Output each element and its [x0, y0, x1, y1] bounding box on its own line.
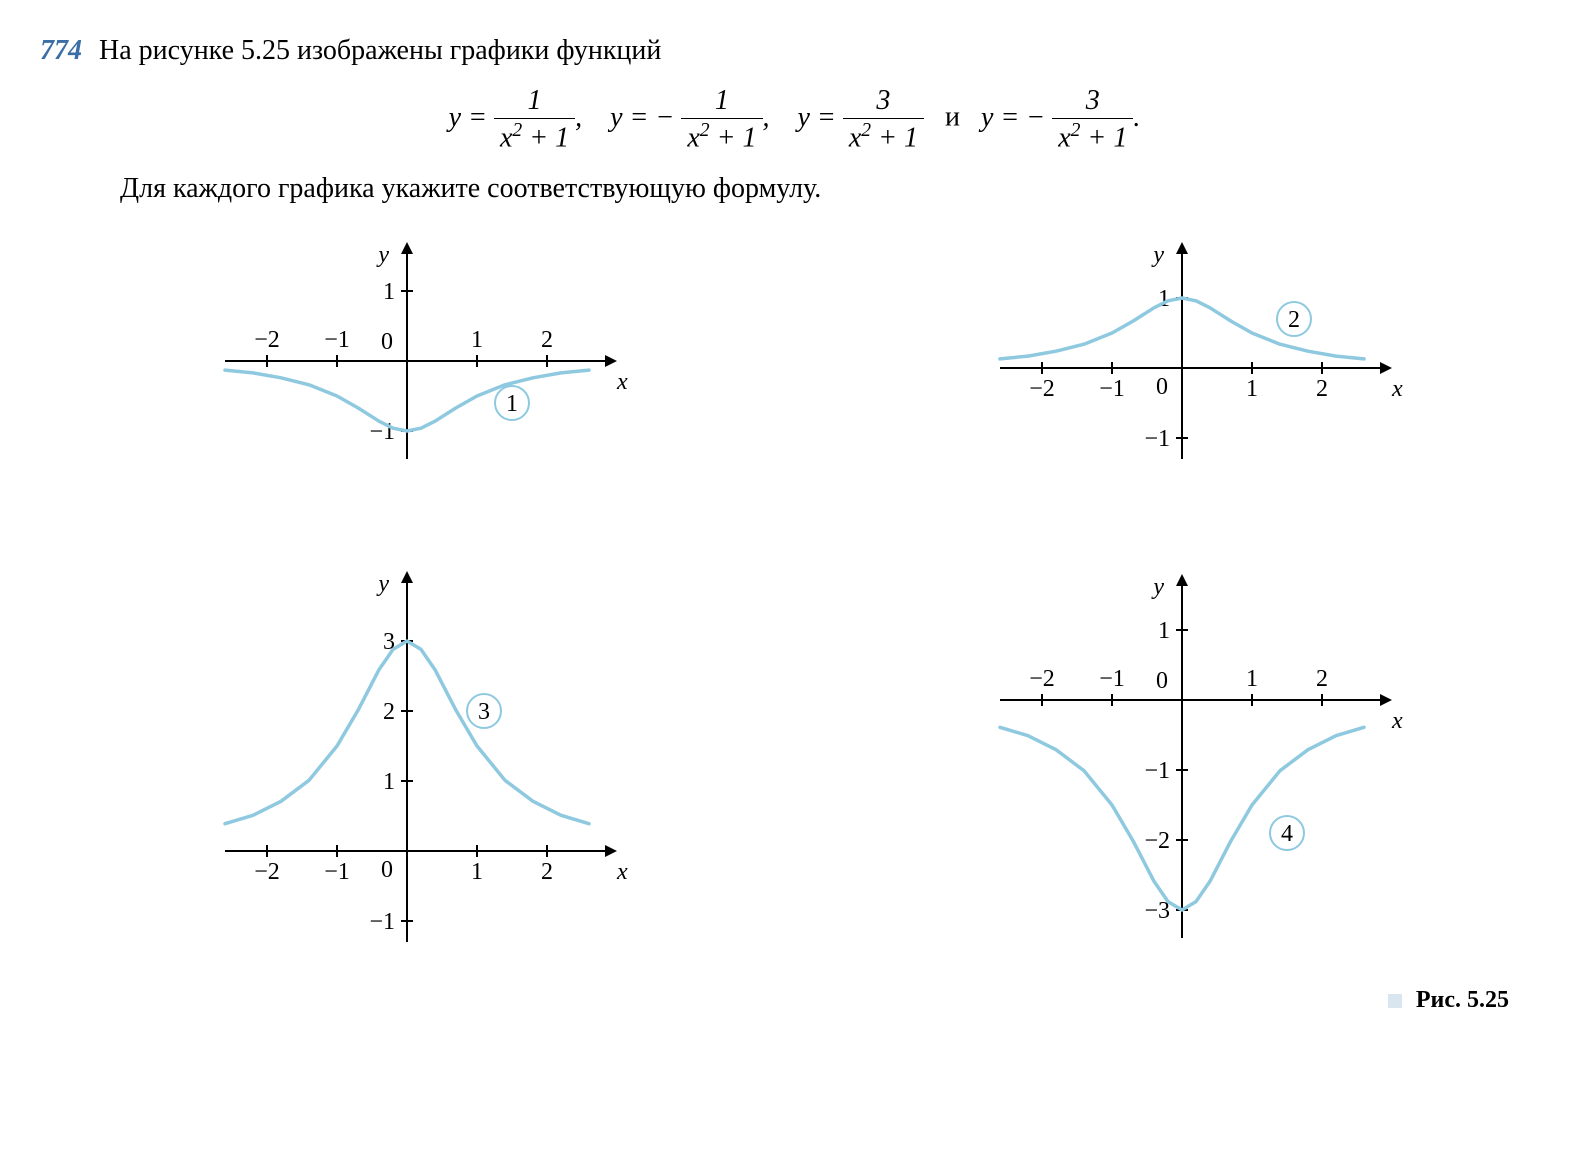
chart-2-cell: −2−112−110yx2 — [855, 225, 1510, 504]
problem-intro: На рисунке 5.25 изображены графики функц… — [99, 35, 661, 66]
svg-text:0: 0 — [381, 857, 393, 883]
problem-number: 774 — [40, 35, 82, 66]
svg-text:−2: −2 — [254, 327, 280, 353]
svg-text:1: 1 — [506, 391, 518, 417]
svg-text:2: 2 — [1316, 666, 1328, 692]
svg-text:−2: −2 — [254, 859, 280, 885]
svg-text:1: 1 — [1158, 618, 1170, 644]
svg-text:−1: −1 — [1099, 376, 1125, 402]
formulas-row: y = 1x2 + 1, y = − 1x2 + 1, y = 3x2 + 1 … — [40, 84, 1549, 155]
svg-text:2: 2 — [541, 327, 553, 353]
formula-1: y = 1x2 + 1, — [449, 102, 589, 133]
svg-text:−1: −1 — [324, 859, 350, 885]
svg-text:1: 1 — [471, 859, 483, 885]
svg-text:1: 1 — [383, 769, 395, 795]
svg-text:−1: −1 — [1144, 426, 1170, 452]
formula-2: y = − 1x2 + 1, — [610, 102, 776, 133]
conjunction: и — [945, 102, 960, 133]
caption-square-icon — [1388, 994, 1402, 1008]
chart-2: −2−112−110yx2 — [955, 225, 1409, 504]
svg-text:y: y — [377, 242, 390, 268]
svg-text:1: 1 — [383, 279, 395, 305]
svg-text:2: 2 — [383, 699, 395, 725]
svg-text:−2: −2 — [1144, 828, 1170, 854]
svg-text:x: x — [1391, 708, 1403, 734]
chart-4-cell: −2−112−3−2−110yx4 — [855, 554, 1510, 987]
svg-text:y: y — [377, 571, 390, 597]
svg-text:y: y — [1151, 242, 1164, 268]
chart-1-cell: −2−112−110yx1 — [80, 225, 735, 504]
svg-text:2: 2 — [541, 859, 553, 885]
svg-text:1: 1 — [1246, 376, 1258, 402]
problem-header: 774 На рисунке 5.25 изображены графики ф… — [40, 30, 1549, 72]
formula-4: y = − 3x2 + 1. — [981, 102, 1140, 133]
svg-text:−1: −1 — [370, 909, 396, 935]
figure-caption: Рис. 5.25 — [40, 987, 1509, 1014]
chart-3-cell: −2−112−11230yx3 — [80, 554, 735, 987]
svg-text:x: x — [616, 369, 628, 395]
svg-text:−1: −1 — [324, 327, 350, 353]
svg-text:y: y — [1151, 574, 1164, 600]
chart-3: −2−112−11230yx3 — [180, 554, 634, 987]
svg-text:−2: −2 — [1029, 666, 1055, 692]
svg-text:3: 3 — [478, 699, 490, 725]
svg-text:0: 0 — [1156, 668, 1168, 694]
svg-text:−2: −2 — [1029, 376, 1055, 402]
svg-text:1: 1 — [471, 327, 483, 353]
task-text: Для каждого графика укажите соответствую… — [120, 173, 1549, 205]
svg-text:4: 4 — [1281, 821, 1293, 847]
chart-4: −2−112−3−2−110yx4 — [955, 557, 1409, 983]
svg-text:−1: −1 — [1099, 666, 1125, 692]
svg-text:1: 1 — [1246, 666, 1258, 692]
svg-text:2: 2 — [1288, 307, 1300, 333]
charts-grid: −2 −1 1 2 −1 1 0 y x 1 −2 −1 1 2 −1 1 0 y x 2 −2 −1 1 2 −1 1 2 3 0… — [80, 225, 1509, 987]
svg-text:x: x — [616, 859, 628, 885]
svg-text:−1: −1 — [1144, 758, 1170, 784]
svg-text:2: 2 — [1316, 376, 1328, 402]
svg-text:x: x — [1391, 376, 1403, 402]
formula-3: y = 3x2 + 1 — [798, 102, 931, 133]
svg-text:0: 0 — [1156, 374, 1168, 400]
svg-text:0: 0 — [381, 329, 393, 355]
chart-1: −2−112−110yx1 — [180, 225, 634, 504]
